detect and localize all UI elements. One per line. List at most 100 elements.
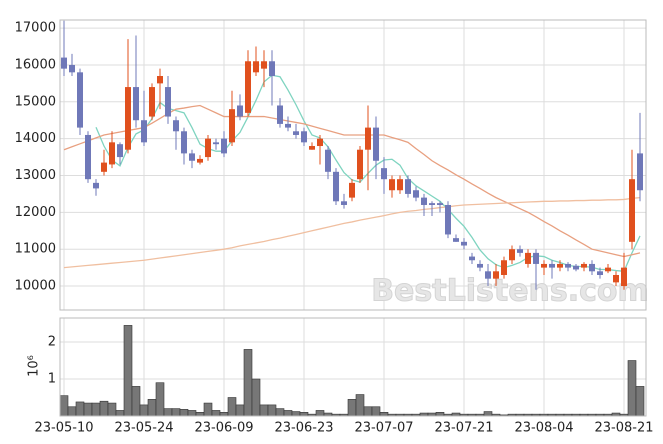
volume-bar <box>627 360 637 417</box>
candle-body <box>421 197 427 205</box>
candle-body <box>277 105 283 124</box>
plot-frame <box>59 317 647 417</box>
candle-body <box>109 142 115 165</box>
plot-frame <box>59 19 647 311</box>
candle-body <box>93 182 99 189</box>
volume-bar <box>83 402 93 417</box>
y-tick-label: 16000 <box>15 57 56 72</box>
volume-bar <box>107 402 117 417</box>
y-tick-label: 17000 <box>15 21 56 36</box>
candle-body <box>245 61 251 113</box>
candle-body <box>373 127 379 161</box>
x-tick-label: 23-05-10 <box>34 421 93 436</box>
candle-body <box>509 249 515 261</box>
candle-body <box>325 149 331 172</box>
volume-bar <box>187 410 197 417</box>
volume-bar <box>179 409 189 417</box>
candle-body <box>589 263 595 272</box>
volume-bar <box>243 349 253 417</box>
candle-body <box>269 61 275 77</box>
watermark: BestListens.com <box>371 274 649 309</box>
x-tick-label: 23-08-21 <box>594 421 653 436</box>
candle-body <box>477 263 483 268</box>
candle-body <box>549 263 555 268</box>
candle-body <box>237 105 243 117</box>
volume-bar <box>59 395 69 417</box>
candle-body <box>133 87 139 121</box>
volume-bar <box>203 402 213 417</box>
volume-bar <box>347 399 357 417</box>
candle-body <box>445 204 451 235</box>
candle-body <box>141 120 147 143</box>
volume-bar <box>355 394 365 417</box>
candle-body <box>429 203 435 205</box>
candle-body <box>597 271 603 275</box>
candle-body <box>381 168 387 180</box>
y-tick-label: 2 <box>48 335 56 350</box>
volume-bar <box>115 410 125 417</box>
volume-bar <box>379 412 389 417</box>
volume-bar <box>155 382 165 417</box>
y-tick-label: 15000 <box>15 94 56 109</box>
candle-body <box>533 252 539 264</box>
volume-bar <box>227 397 237 417</box>
x-tick-label: 23-07-07 <box>354 421 413 436</box>
candle-body <box>173 120 179 132</box>
candle-body <box>357 149 363 180</box>
volume-bar <box>291 411 301 417</box>
x-tick-label: 23-07-21 <box>434 421 493 436</box>
candle-body <box>301 131 307 143</box>
volume-bar <box>267 404 277 417</box>
volume-bar <box>147 399 157 417</box>
volume-bar <box>123 325 133 417</box>
candle-body <box>253 61 259 73</box>
candle-body <box>205 138 211 158</box>
candle-body <box>85 134 91 180</box>
candle-body <box>557 263 563 268</box>
candle-body <box>413 190 419 198</box>
volume-bar <box>315 410 325 417</box>
volume-bar <box>99 400 109 417</box>
candle-body <box>165 87 171 117</box>
volume-bar <box>139 404 149 417</box>
candle-body <box>149 87 155 117</box>
candle-body <box>293 131 299 135</box>
candle-body <box>213 142 219 145</box>
candle-body <box>261 61 267 69</box>
candle-body <box>637 153 643 191</box>
candle-body <box>621 267 627 287</box>
volume-bar <box>211 410 221 417</box>
candle-body <box>333 171 339 202</box>
candle-body <box>573 265 579 270</box>
volume-bar <box>259 404 269 417</box>
volume-bar <box>219 412 229 417</box>
candle-body <box>605 267 611 272</box>
candle-body <box>565 263 571 268</box>
y-tick-label: 14000 <box>15 131 56 146</box>
candle-body <box>157 76 163 84</box>
candle-body <box>629 179 635 242</box>
volume-bar <box>131 386 141 417</box>
volume-bar <box>635 386 645 417</box>
volume-bar <box>195 412 205 417</box>
candle-body <box>525 252 531 264</box>
candle-body <box>541 263 547 268</box>
volume-bar <box>91 402 101 417</box>
volume-bar <box>251 378 261 417</box>
volume-bar <box>483 411 493 417</box>
volume-bar <box>171 408 181 417</box>
candle-body <box>397 179 403 191</box>
x-tick-label: 23-06-09 <box>194 421 253 436</box>
volume-bar <box>163 408 173 417</box>
volume-bar <box>67 406 77 417</box>
candle-body <box>285 123 291 128</box>
candle-body <box>501 260 507 275</box>
candle-body <box>517 249 523 253</box>
candle-body <box>349 182 355 198</box>
candle-body <box>229 109 235 143</box>
candle-body <box>61 57 67 69</box>
candle-body <box>69 64 75 73</box>
ma-line <box>63 104 641 258</box>
candle-body <box>117 144 123 158</box>
candle-body <box>101 162 107 172</box>
